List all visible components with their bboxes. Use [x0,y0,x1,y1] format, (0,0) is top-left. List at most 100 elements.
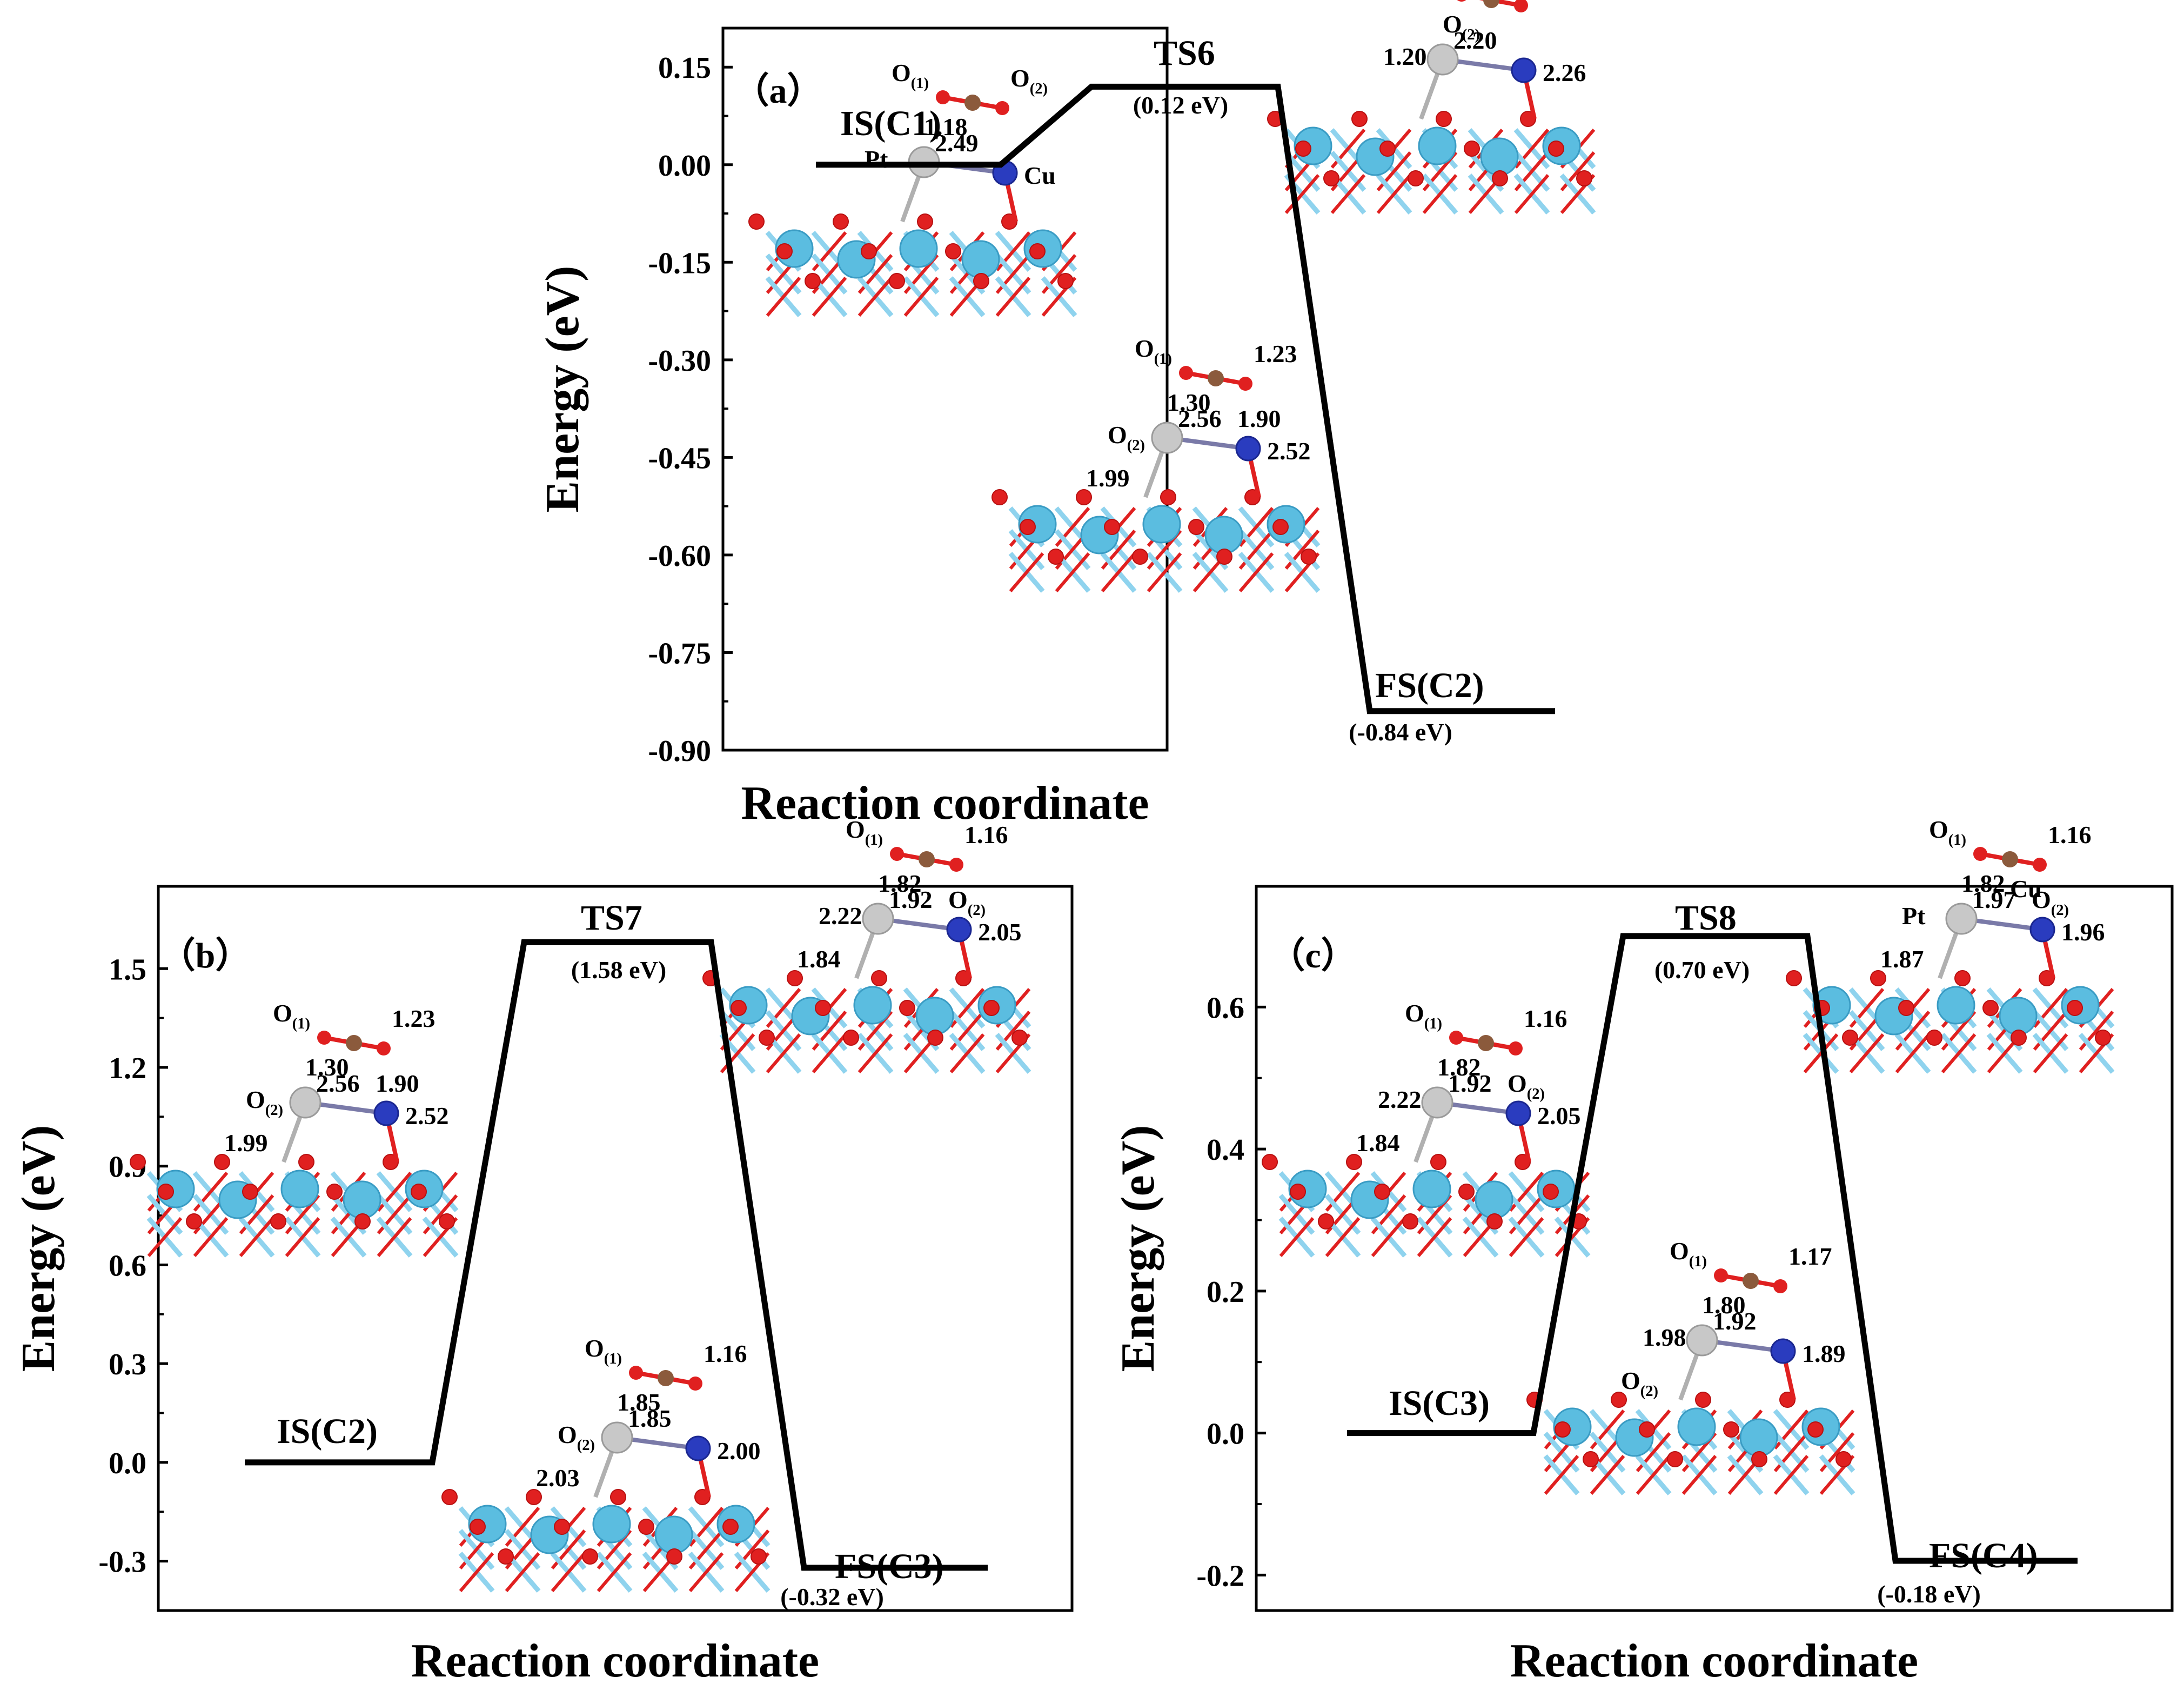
structure-label: O(2) [1108,421,1145,454]
pt-atom [1421,1086,1453,1119]
structure-label: 2.22 [1378,1086,1422,1113]
structure-label: 1.90 [376,1070,419,1097]
panel-a: 0.15 0.00 -0.15 -0.30 -0.45 -0.60 -0.75 -0.90 En… [537,0,1596,830]
lattice-bond [459,1552,494,1592]
structure-label: O(1) [273,999,310,1032]
lattice-bond [857,1033,893,1073]
o-atom [1301,549,1317,565]
lattice-bond [1284,174,1320,214]
o-atom [1323,170,1339,186]
structure-label: O(1) [585,1334,622,1367]
structure-label: O(1) [1405,999,1442,1032]
x-axis-title: Reaction coordinate [1510,1635,1918,1687]
cu-atom [2029,917,2055,943]
ce-atom [1142,505,1181,544]
o-atom [1492,170,1508,186]
o-atom [945,243,961,259]
co2-bond [1479,0,1522,8]
o-atom [2095,1030,2111,1046]
o-atom [1295,141,1311,157]
lattice-bond [766,1033,801,1073]
o-atom [1611,1392,1627,1408]
o-atom [2067,1000,2083,1016]
o-atom [833,213,849,230]
plot-frame [721,26,1169,752]
y-tick-label: -0.45 [648,442,711,475]
o-atom [1351,111,1368,127]
o-atom [1402,1213,1418,1230]
structure-group: O(1) 1.23 1.30 O(2) 2.56 2.52 1.99 1.90 [130,999,459,1258]
structure-label: O(2) [2032,886,2069,919]
o-atom [298,1154,314,1170]
y-axis-title: Energy (eV) [12,1125,65,1372]
structure-label: 2.05 [1537,1102,1581,1130]
x-axis-title: Reaction coordinate [741,777,1149,830]
y-tick-label: 0.3 [109,1348,146,1381]
structure-label: 1.16 [964,821,1008,849]
o-atom [582,1548,598,1565]
y-axis-title: Energy (eV) [1112,1125,1164,1372]
co2-carbon [2002,851,2018,867]
o-atom [889,273,905,289]
pt-atom [1686,1324,1718,1357]
ce-atom [654,1515,693,1554]
o-atom [186,1213,202,1230]
ce-atom [280,1170,319,1208]
o-atom [861,243,877,259]
structure-label: 1.16 [2048,821,2092,849]
o-atom [917,213,933,230]
ce-atom [899,229,938,268]
state-label: FS(C4) [1929,1536,2038,1575]
cu-atom [946,917,972,943]
structure-label: O(2) [246,1086,283,1119]
co2-oxygen-2 [377,1041,391,1055]
structure-label: Pt [1902,902,1926,930]
ce-atom [592,1505,631,1544]
y-tick-label: -0.2 [1196,1559,1244,1593]
o-atom [1029,243,1046,259]
ce-atom [1677,1407,1716,1446]
o-atom [441,1489,458,1505]
o-atom [1543,1184,1559,1200]
lattice-bond [285,1217,320,1257]
state-energy-label: (-0.84 eV) [1349,718,1452,746]
state-label: TS7 [581,898,642,938]
lattice-bond [1376,174,1412,214]
co2-oxygen-2 [688,1377,702,1391]
pt-atom [1426,43,1459,76]
structure-label: 1.98 [1643,1324,1686,1351]
cu-atom [1235,436,1261,462]
y-tick-label: 1.5 [109,953,146,986]
structure-label: 1.97 [1972,886,2016,913]
structure-label: 2.22 [819,902,862,930]
ce-atom [961,240,1000,279]
y-tick-label: -0.3 [98,1546,146,1579]
co2-oxygen-2 [1509,1041,1523,1055]
pt-atom [1945,903,1978,935]
o-atom [1786,970,1802,986]
o-atom [991,489,1008,505]
ce-atom [853,986,892,1025]
y-tick-label: -0.30 [648,344,711,378]
o-atom [899,1000,915,1016]
state-label: IS(C2) [277,1412,378,1451]
o-atom [411,1184,427,1200]
o-atom [722,1519,739,1535]
co2-oxygen-1 [1449,1031,1463,1045]
lattice-bond [1849,1033,1885,1073]
lattice-bond [377,1217,412,1257]
y-axis-title: Energy (eV) [537,266,589,513]
lattice-bond [551,1552,586,1592]
structure-label: 1.18 [924,113,968,141]
structure-label: 1.84 [1356,1129,1400,1157]
o-atom [2011,1030,2027,1046]
o-atom [638,1519,654,1535]
co2-carbon [1743,1273,1759,1289]
lattice-bond [1681,1455,1717,1495]
structure-label: 1.82 [1437,1053,1481,1081]
ce-atom [1418,126,1457,165]
o-atom [1020,519,1036,535]
structure-label: 1.16 [1524,1005,1567,1032]
o-atom [1057,273,1074,289]
